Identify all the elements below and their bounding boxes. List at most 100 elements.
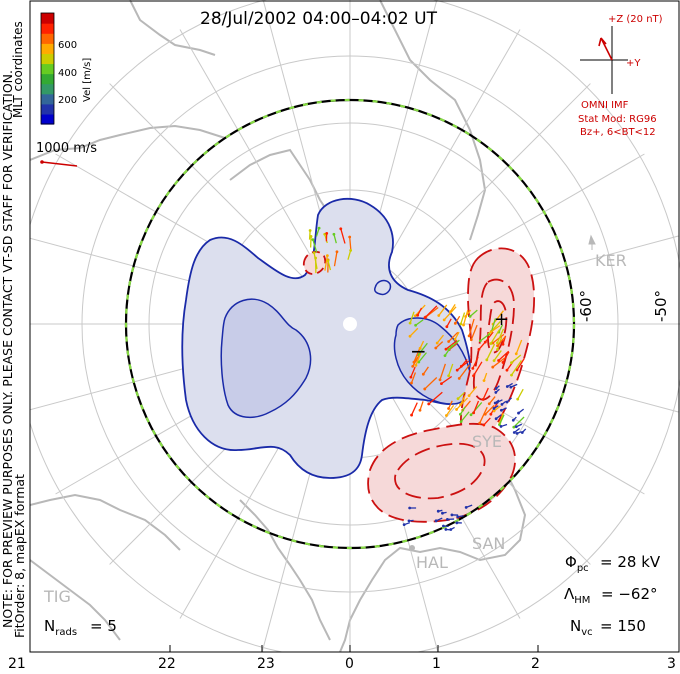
nrads-sub: rads (55, 627, 77, 638)
side-note-preview: NOTE: FOR PREVIEW PURPOSES ONLY. PLEASE … (0, 70, 15, 628)
velocity-vectors (308, 226, 527, 531)
velocity-vector (510, 360, 522, 376)
velocity-vector (506, 382, 513, 388)
imf-y-label: +Y (626, 58, 641, 69)
colorbar-frame (40, 12, 55, 125)
velocity-vector (488, 396, 496, 405)
tick-22: 22 (158, 656, 176, 672)
velocity-vector (495, 414, 502, 420)
tick-0: 0 (345, 656, 354, 672)
velocity-vector (458, 364, 471, 379)
colorbar-label: Vel [m/s] (82, 58, 93, 102)
scale-vector-label: 1000 m/s (36, 141, 97, 156)
velocity-vector (308, 230, 311, 240)
tick-2: 2 (531, 656, 540, 672)
velocity-vector (410, 366, 416, 378)
velocity-vector (424, 305, 438, 319)
colorbar-segment (41, 63, 54, 75)
velocity-vector (333, 234, 337, 244)
velocity-vector (479, 333, 491, 342)
velocity-vector (495, 385, 500, 390)
velocity-vector (456, 397, 468, 410)
velocity-vector (457, 515, 464, 518)
velocity-vector (459, 395, 466, 406)
velocity-vector (490, 329, 501, 344)
velocity-vector (502, 351, 510, 363)
station-ker: KER (588, 234, 627, 270)
pole-marker (343, 317, 357, 331)
positive-contour-inner-east-2 (487, 300, 508, 354)
velocity-vector (465, 309, 472, 317)
velocity-vector (424, 377, 438, 390)
scale-vector-origin (40, 160, 44, 164)
velocity-vector (492, 357, 506, 368)
velocity-vector (312, 239, 318, 253)
positive-contour-inner-south (394, 442, 486, 500)
velocity-vector (513, 427, 520, 433)
velocity-vector (465, 504, 473, 509)
velocity-vector (500, 423, 508, 428)
imf-vector-head (598, 37, 607, 47)
velocity-vector (340, 228, 346, 244)
velocity-vector (479, 406, 488, 424)
velocity-vector (413, 348, 421, 363)
stat-lambda-hm: ΛHM = −62° (564, 585, 658, 606)
velocity-vector (498, 350, 510, 361)
station-hal: HAL (409, 545, 448, 572)
velocity-vector (501, 400, 507, 405)
velocity-vector (486, 343, 496, 361)
imf-source: OMNI IMF (581, 100, 629, 111)
velocity-vector (459, 406, 466, 415)
lambda-value: = −62° (601, 585, 658, 603)
svg-text:Φpc: Φpc (565, 553, 589, 574)
velocity-vector (435, 517, 443, 522)
velocity-vector (494, 399, 500, 404)
velocity-vector (506, 397, 512, 403)
svg-text:ΛHM: ΛHM (564, 585, 590, 606)
negative-contour-inner-2 (393, 317, 472, 405)
plot-frame (29, 0, 680, 653)
tick-3: 3 (667, 656, 676, 672)
stat-n-rads: Nrads = 5 (44, 617, 117, 638)
velocity-vector (515, 339, 523, 355)
lambda-symbol: Λ (564, 585, 575, 603)
velocity-vector (410, 372, 417, 384)
vector-origin (455, 521, 459, 525)
colorbar (40, 12, 55, 125)
velocity-vector (512, 416, 517, 421)
velocity-vector (472, 356, 479, 369)
imf-condition: Bz+, 6<BT<12 (580, 127, 656, 138)
velocity-vector (460, 312, 466, 325)
colorbar-tick-200: 200 (58, 95, 77, 106)
velocity-vector (444, 344, 453, 356)
velocity-vector (468, 386, 478, 397)
nrads-symbol: N (44, 617, 55, 635)
station-label-ker: KER (595, 251, 627, 270)
velocity-vector (441, 375, 453, 385)
tick-1: 1 (432, 656, 441, 672)
positive-cell-sign: + (494, 309, 509, 330)
nrads-value: = 5 (90, 617, 117, 635)
velocity-vector (493, 405, 501, 412)
nvc-value: = 150 (600, 617, 646, 635)
velocity-vector (415, 353, 422, 366)
colorbar-segment (41, 53, 54, 65)
velocity-vector (327, 260, 332, 271)
velocity-vector (448, 363, 454, 376)
velocity-vector (490, 318, 497, 332)
side-note-coordinates: MLT coordinates (11, 21, 25, 118)
phi-value: = 28 kV (600, 553, 661, 571)
velocity-vector (516, 431, 522, 435)
positive-contour-inner-east-1 (472, 278, 515, 401)
colorbar-segment (41, 13, 54, 24)
velocity-vector (510, 383, 518, 388)
velocity-vector (490, 325, 501, 333)
stat-n-vc: Nvc = 150 (570, 617, 646, 638)
velocity-vector (454, 315, 461, 324)
velocity-vector (442, 511, 447, 514)
colorbar-segment (41, 33, 54, 44)
velocity-vector (498, 324, 504, 333)
colorbar-segment (41, 43, 54, 54)
velocity-vector (443, 306, 457, 321)
velocity-vector (422, 366, 429, 375)
